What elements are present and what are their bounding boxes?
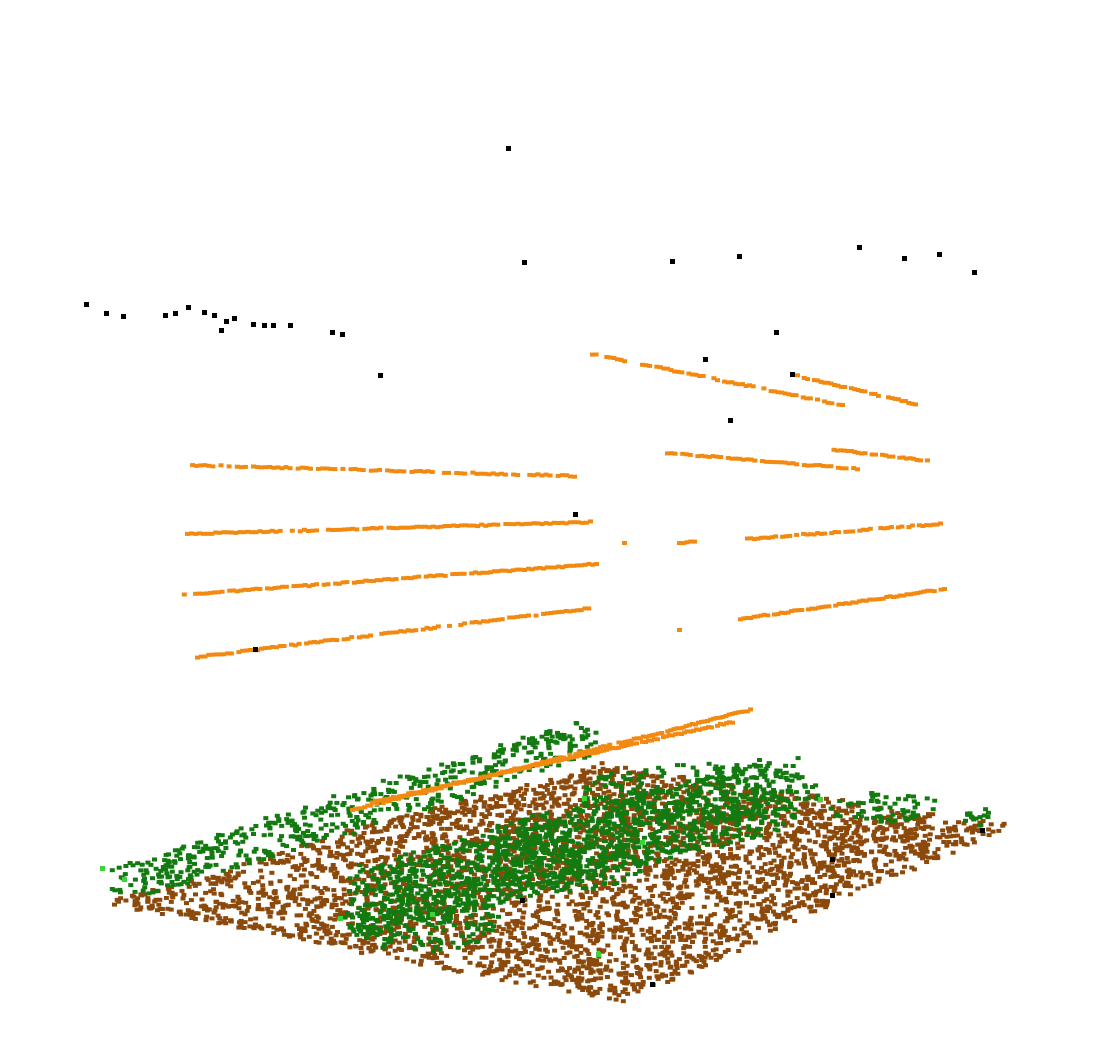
noise-points <box>84 146 985 987</box>
power-line-points <box>181 352 947 812</box>
vegetation-points <box>100 721 991 957</box>
